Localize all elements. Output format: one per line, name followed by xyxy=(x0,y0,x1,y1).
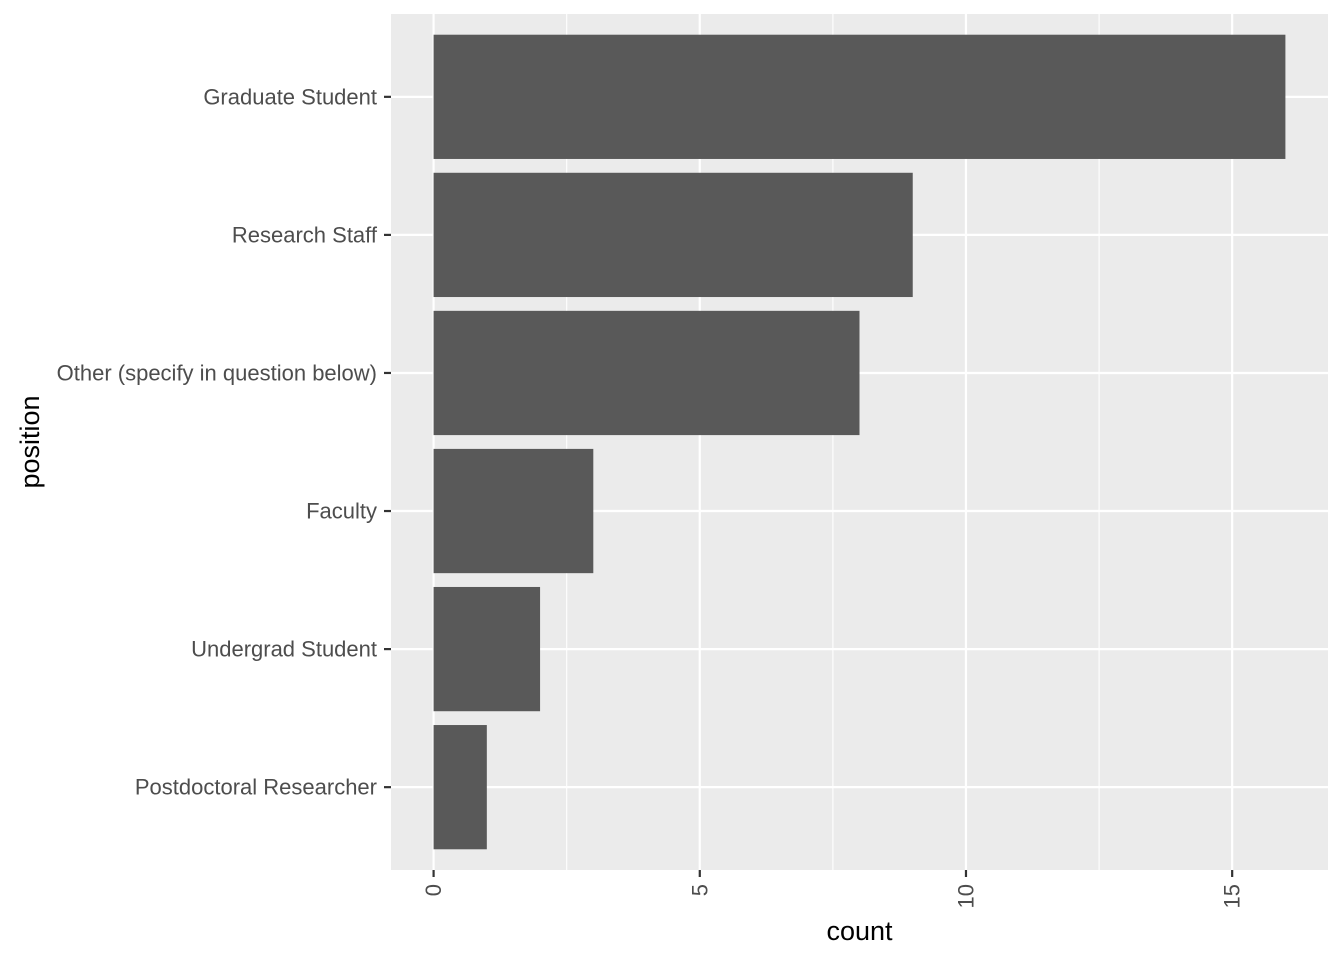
x-tick-label: 10 xyxy=(953,884,978,908)
bar xyxy=(433,310,860,436)
x-axis: 0 5 10 15 xyxy=(421,870,1245,908)
y-tick-label: Graduate Student xyxy=(203,84,377,109)
bars xyxy=(433,34,1286,850)
bar xyxy=(433,725,487,850)
y-tick-label: Undergrad Student xyxy=(191,637,377,662)
y-tick-label: Faculty xyxy=(306,499,377,524)
x-axis-title: count xyxy=(826,916,893,946)
bar xyxy=(433,34,1286,159)
y-tick-label: Other (specify in question below) xyxy=(57,360,377,385)
bar xyxy=(433,448,594,574)
x-tick-label: 15 xyxy=(1220,884,1245,908)
bar xyxy=(433,172,913,298)
bar xyxy=(433,586,541,712)
y-axis: Graduate Student Research Staff Other (spe… xyxy=(57,84,391,800)
y-axis-title: position xyxy=(15,395,45,488)
y-tick-label: Postdoctoral Researcher xyxy=(135,775,377,800)
x-tick-label: 5 xyxy=(687,884,712,896)
y-tick-label: Research Staff xyxy=(232,222,378,247)
x-tick-label: 0 xyxy=(421,884,446,896)
